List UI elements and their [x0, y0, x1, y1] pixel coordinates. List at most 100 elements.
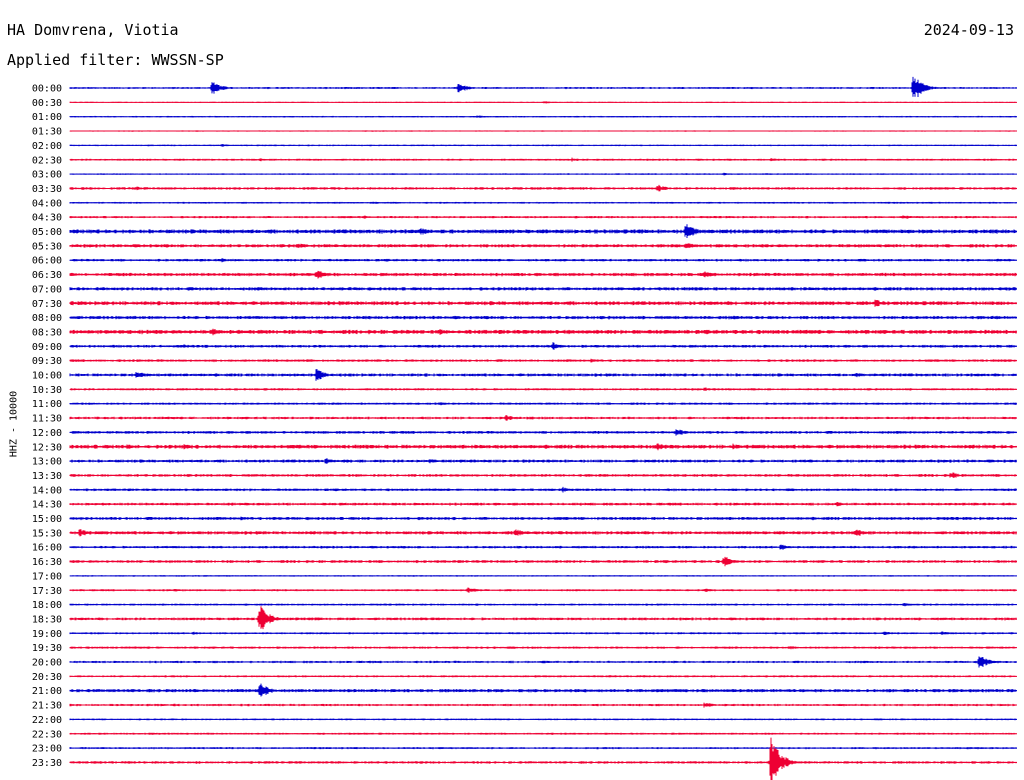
- time-tick-label: 23:00: [32, 744, 62, 755]
- trace-signal: [69, 172, 1015, 176]
- trace-signal: [69, 556, 1017, 567]
- time-tick-label: 04:30: [32, 213, 62, 224]
- time-tick-label: 05:30: [32, 241, 62, 252]
- time-tick-label: 22:00: [32, 715, 62, 726]
- time-tick-label: 07:30: [32, 299, 62, 310]
- time-tick-label: 07:00: [32, 284, 62, 295]
- time-tick-label: 16:00: [32, 543, 62, 554]
- trace-signal: [69, 415, 1017, 421]
- trace-signal: [69, 144, 1017, 147]
- trace-signal: [69, 243, 1017, 249]
- trace-signal: [69, 224, 1017, 238]
- time-tick-label: 17:30: [32, 586, 62, 597]
- time-tick-label: 03:30: [32, 184, 62, 195]
- trace-signal: [69, 315, 1017, 320]
- time-tick-label: 19:30: [32, 643, 62, 654]
- time-tick-label: 15:30: [32, 528, 62, 539]
- time-tick-label: 03:00: [32, 170, 62, 181]
- time-tick-label: 14:30: [32, 500, 62, 511]
- trace-signal: [69, 76, 1017, 97]
- trace-signal: [69, 201, 1017, 204]
- time-tick-label: 08:30: [32, 327, 62, 338]
- trace-signal: [69, 184, 1017, 192]
- trace-signal: [69, 732, 1017, 735]
- trace-signal: [69, 656, 1017, 668]
- time-tick-label: 16:30: [32, 557, 62, 568]
- trace-signal: [69, 115, 1017, 118]
- time-tick-label: 01:00: [32, 112, 62, 123]
- trace-signal: [69, 358, 1017, 363]
- time-tick-label: 11:30: [32, 414, 62, 425]
- time-tick-label: 19:00: [32, 629, 62, 640]
- trace-signal: [69, 575, 1017, 577]
- trace-signal: [69, 544, 1017, 550]
- time-tick-label: 08:00: [32, 313, 62, 324]
- trace-signal: [69, 529, 1017, 537]
- trace-signal: [69, 502, 1017, 507]
- trace-signal: [69, 587, 1017, 593]
- time-tick-label: 21:00: [32, 686, 62, 697]
- time-tick-label: 12:30: [32, 442, 62, 453]
- trace-signal: [69, 606, 1017, 630]
- time-tick-label: 13:30: [32, 471, 62, 482]
- trace-signal: [69, 369, 1017, 381]
- trace-signal: [69, 737, 1017, 780]
- time-tick-label: 00:30: [32, 98, 62, 109]
- trace-signal: [69, 299, 1017, 307]
- time-tick-label: 22:30: [32, 729, 62, 740]
- time-tick-label: 13:00: [32, 457, 62, 468]
- trace-signal: [69, 486, 1017, 493]
- time-tick-label: 14:00: [32, 485, 62, 496]
- trace-signal: [69, 646, 1017, 650]
- time-tick-label: 18:30: [32, 614, 62, 625]
- trace-signal: [69, 157, 1017, 162]
- time-tick-label: 11:00: [32, 399, 62, 410]
- filter-label: Applied filter: WWSSN-SP: [7, 51, 224, 69]
- trace-signal: [69, 258, 1017, 263]
- time-tick-label: 20:30: [32, 672, 62, 683]
- time-tick-label: 02:30: [32, 155, 62, 166]
- trace-signal: [69, 683, 1017, 697]
- trace-signal: [69, 516, 1017, 521]
- time-tick-label: 10:00: [32, 371, 62, 382]
- time-tick-label: 01:30: [32, 127, 62, 138]
- trace-signal: [69, 101, 1016, 104]
- trace-signal: [69, 328, 1017, 336]
- trace-signal: [69, 287, 1017, 291]
- trace-signal: [69, 631, 1017, 635]
- trace-signal: [69, 458, 1017, 464]
- trace-signal: [69, 402, 1017, 406]
- time-tick-label: 06:00: [32, 256, 62, 267]
- trace-signal: [69, 130, 1017, 132]
- time-tick-label: 18:00: [32, 600, 62, 611]
- trace-signal: [69, 429, 1017, 436]
- time-tick-label: 00:00: [32, 84, 62, 95]
- trace-signal: [69, 747, 1017, 750]
- trace-signal: [69, 675, 1017, 678]
- time-tick-label: 15:00: [32, 514, 62, 525]
- time-tick-label: 17:00: [32, 571, 62, 582]
- date-label: 2024-09-13: [923, 21, 1014, 39]
- time-tick-label: 23:30: [32, 758, 62, 769]
- trace-signal: [69, 387, 1017, 391]
- trace-signal: [69, 718, 1017, 721]
- trace-signal: [69, 270, 1017, 279]
- time-tick-label: 20:00: [32, 658, 62, 669]
- time-tick-label: 05:00: [32, 227, 62, 238]
- trace-signal: [69, 215, 1017, 219]
- trace-signal: [69, 443, 1017, 451]
- trace-signal: [69, 342, 1017, 350]
- time-tick-label: 21:30: [32, 701, 62, 712]
- trace-signal: [69, 603, 1017, 607]
- time-tick-label: 10:30: [32, 385, 62, 396]
- time-tick-label: 09:30: [32, 356, 62, 367]
- trace-signal: [69, 472, 1017, 478]
- time-tick-label: 12:00: [32, 428, 62, 439]
- station-title: HA Domvrena, Viotia: [7, 21, 179, 39]
- trace-signal: [69, 702, 1017, 708]
- time-tick-label: 04:00: [32, 198, 62, 209]
- time-tick-label: 09:00: [32, 342, 62, 353]
- time-tick-label: 06:30: [32, 270, 62, 281]
- time-tick-label: 02:00: [32, 141, 62, 152]
